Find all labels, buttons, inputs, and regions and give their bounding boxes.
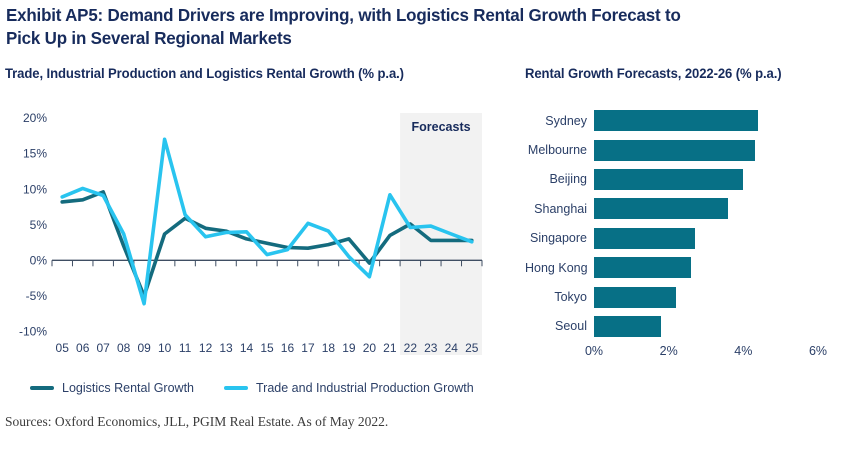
x-axis-label: 20 — [363, 341, 377, 355]
legend-label-trade: Trade and Industrial Production Growth — [256, 381, 474, 395]
x-axis-label: 14 — [240, 341, 254, 355]
line-chart: Forecasts 05 06 07 08 09 10 11 12 13 14 15 16 17 18 19 2… — [19, 111, 483, 355]
bar-track — [594, 257, 818, 279]
bar-axis-label: 0% — [584, 344, 604, 359]
bar-row: Hong Kong — [525, 253, 827, 282]
bar-row: Sydney — [525, 106, 827, 135]
bar-chart: Sydney Melbourne Beijing Shanghai Singapore H… — [525, 106, 827, 362]
exhibit-title: Exhibit AP5: Demand Drivers are Improvin… — [6, 4, 801, 50]
bar-track — [594, 227, 818, 249]
exhibit-title-line2: Pick Up in Several Regional Markets — [6, 28, 292, 48]
x-axis-label: 24 — [445, 341, 459, 355]
y-axis-label: -5% — [26, 289, 48, 303]
y-axis-label: -10% — [19, 325, 47, 339]
x-axis-label: 25 — [465, 341, 479, 355]
bar-category-label: Tokyo — [554, 290, 587, 305]
bar-category-label: Sydney — [545, 113, 587, 128]
bar — [594, 198, 729, 220]
bar-track — [594, 168, 818, 190]
bar-row: Singapore — [525, 224, 827, 253]
x-axis-label: 21 — [383, 341, 397, 355]
x-axis-label: 11 — [179, 341, 192, 355]
x-axis-label: 10 — [158, 341, 172, 355]
x-axis-label: 16 — [281, 341, 295, 355]
bar-category-label: Seoul — [555, 319, 587, 334]
y-axis-label: 0% — [30, 254, 48, 268]
trade-line-swatch — [224, 386, 249, 390]
bar-row: Melbourne — [525, 135, 827, 164]
forecast-band — [400, 113, 482, 355]
y-axis-label: 15% — [23, 147, 47, 161]
exhibit-title-line1: Exhibit AP5: Demand Drivers are Improvin… — [6, 5, 681, 25]
forecast-band-label: Forecasts — [412, 120, 471, 134]
line-chart-title: Trade, Industrial Production and Logisti… — [5, 66, 404, 81]
x-axis-label: 18 — [322, 341, 336, 355]
bar-row: Seoul — [525, 312, 827, 341]
x-axis-label: 09 — [137, 341, 151, 355]
line-chart-legend: Logistics Rental Growth Trade and Indust… — [30, 381, 474, 395]
bar-axis-label: 4% — [734, 344, 753, 359]
bar-x-axis: 0% 2% 4% 6% — [585, 344, 827, 362]
x-axis-label: 17 — [301, 341, 315, 355]
bar-category-label: Singapore — [530, 231, 587, 246]
bar-track — [594, 286, 818, 308]
bar-category-label: Melbourne — [527, 143, 587, 158]
source-note: Sources: Oxford Economics, JLL, PGIM Rea… — [5, 414, 389, 429]
bar — [594, 227, 695, 249]
bar — [594, 315, 662, 337]
x-axis-label: 22 — [404, 341, 418, 355]
y-axis-label: 5% — [30, 218, 48, 232]
x-axis-label: 13 — [219, 341, 233, 355]
logistics-line-swatch — [30, 386, 54, 390]
x-axis-label: 23 — [424, 341, 438, 355]
bar-category-label: Beijing — [549, 172, 587, 187]
bar-row: Tokyo — [525, 282, 827, 311]
bar-track — [594, 315, 818, 337]
x-axis-label: 05 — [56, 341, 70, 355]
bar-axis-label: 2% — [659, 344, 678, 359]
bar — [594, 139, 755, 161]
bar-row: Beijing — [525, 165, 827, 194]
bar — [594, 110, 759, 132]
x-axis-label: 15 — [260, 341, 274, 355]
trade-industrial-production-line — [60, 137, 474, 306]
y-axis-label: 10% — [23, 182, 47, 196]
bar — [594, 257, 692, 279]
bar-track — [594, 139, 818, 161]
legend-item-logistics: Logistics Rental Growth — [30, 381, 194, 395]
bar-track — [594, 198, 818, 220]
bar-chart-title: Rental Growth Forecasts, 2022-26 (% p.a.… — [525, 66, 782, 81]
bar — [594, 286, 677, 308]
bar-rows: Sydney Melbourne Beijing Shanghai Singapore H… — [525, 106, 827, 341]
bar-track — [594, 110, 818, 132]
x-axis-label: 07 — [97, 341, 111, 355]
bar-row: Shanghai — [525, 194, 827, 223]
x-axis-label: 19 — [342, 341, 356, 355]
bar-axis-label: 6% — [808, 344, 828, 359]
x-axis-label: 08 — [117, 341, 131, 355]
legend-label-logistics: Logistics Rental Growth — [62, 381, 195, 395]
bar-category-label: Hong Kong — [525, 260, 588, 275]
x-axis-label: 12 — [199, 341, 213, 355]
x-axis-label: 06 — [76, 341, 90, 355]
bar-category-label: Shanghai — [534, 201, 587, 216]
legend-item-trade: Trade and Industrial Production Growth — [224, 381, 474, 395]
y-axis-label: 20% — [23, 111, 47, 125]
bar — [594, 168, 744, 190]
